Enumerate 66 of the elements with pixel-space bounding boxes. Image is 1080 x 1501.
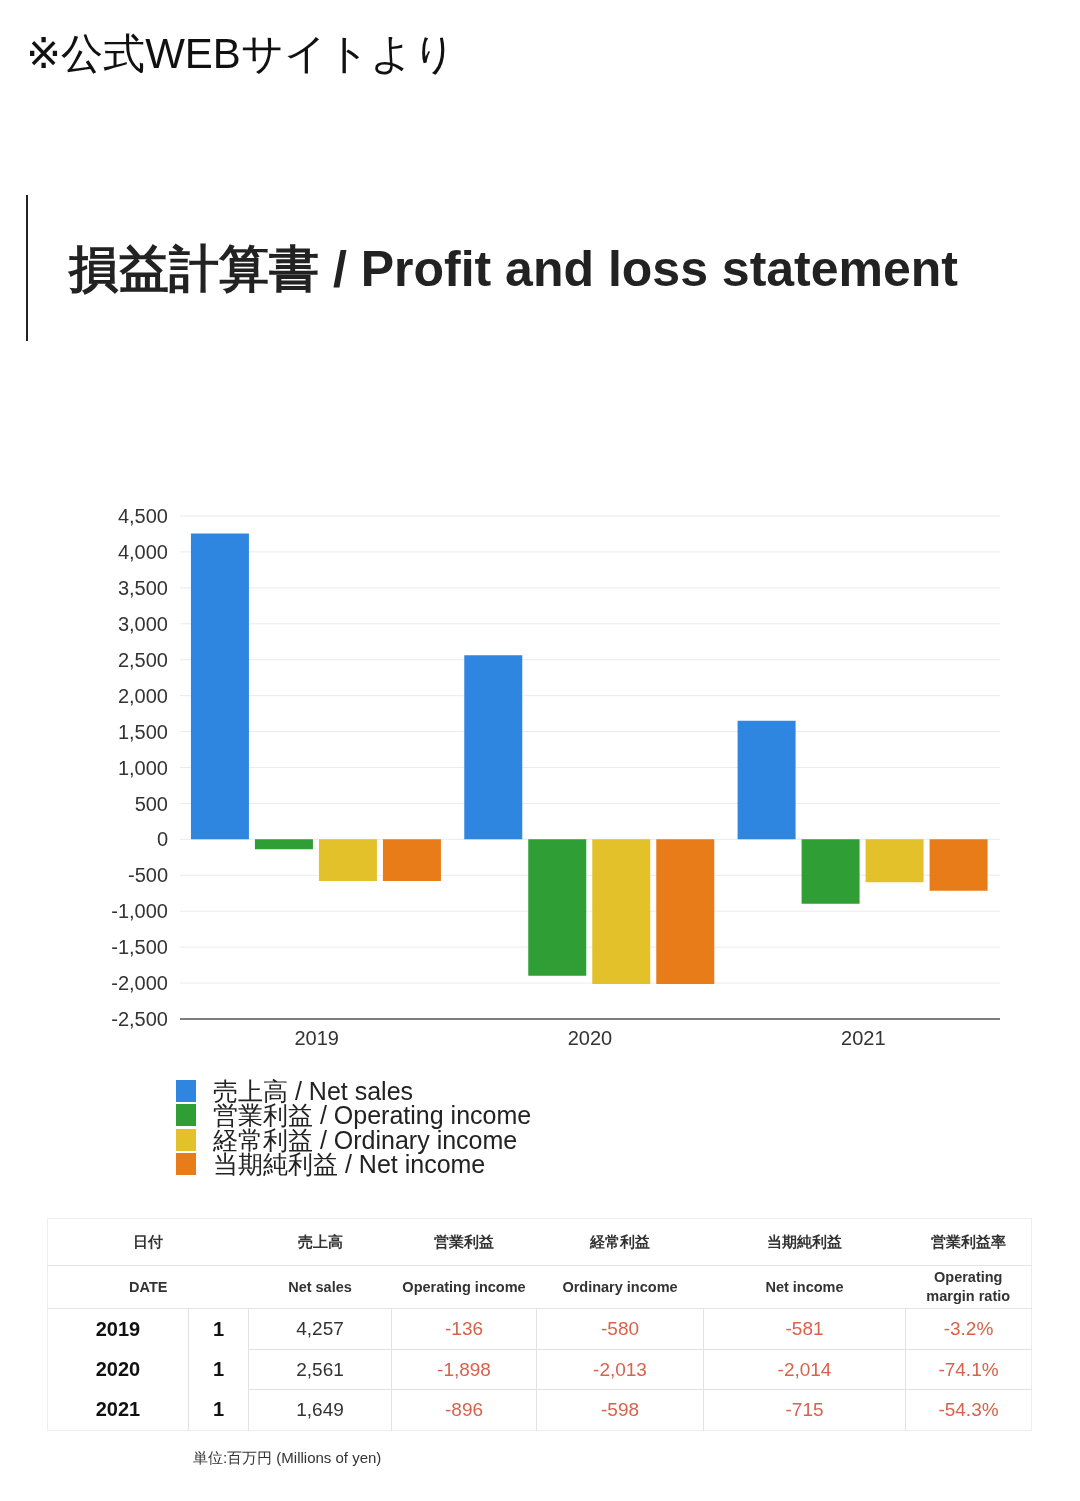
bar	[254, 839, 313, 850]
text: -3.2%	[943, 1317, 994, 1339]
text: -1,898	[437, 1358, 491, 1380]
text: -54.3%	[938, 1399, 999, 1421]
text: 4,257	[296, 1317, 344, 1339]
bar	[464, 655, 523, 840]
y-tick-label: 2,500	[117, 648, 168, 671]
category-label: 2021	[95, 1398, 141, 1421]
x-tick-label: 2021	[841, 1027, 886, 1050]
category-label: 売上高	[248, 1218, 392, 1266]
text: 日付	[47, 1218, 249, 1266]
text: ※公式WEBサイトより	[26, 30, 456, 78]
x-tick-label: 2020	[567, 1027, 613, 1050]
y-tick-label: 3,000	[117, 612, 168, 635]
bar	[737, 720, 796, 840]
y-tick-label: 500	[134, 792, 168, 815]
y-tick-label: -500	[127, 864, 168, 887]
chart-title: 損益計算書 / Profit and loss statement	[69, 240, 959, 298]
text: Operating margin ratio	[905, 1265, 1032, 1309]
text: -580	[600, 1317, 640, 1339]
category-label: 営業利益	[391, 1218, 537, 1266]
bar	[318, 839, 377, 882]
text: -598	[600, 1399, 640, 1421]
text: 1,649	[296, 1399, 344, 1421]
bar	[382, 839, 441, 882]
y-tick-label: 1,000	[117, 756, 168, 779]
text: -2,013	[593, 1358, 647, 1380]
y-tick-label: 2,000	[117, 684, 168, 707]
text: -581	[785, 1317, 824, 1339]
text: 2,561	[296, 1358, 344, 1380]
bar	[865, 839, 924, 883]
bar	[528, 839, 587, 976]
category-label: 経常利益	[536, 1218, 704, 1266]
y-tick-label: 0	[156, 828, 168, 851]
text: Net sales	[248, 1265, 392, 1309]
x-tick-label: 2019	[294, 1027, 339, 1050]
y-tick-label: -2,000	[111, 972, 168, 995]
y-tick-label: -1,000	[111, 900, 168, 923]
text: Net income	[703, 1265, 906, 1309]
category-label: 当期純利益	[703, 1218, 906, 1266]
text: 1	[212, 1317, 225, 1340]
category-label: 営業利益率	[905, 1218, 1032, 1266]
text: Operating income	[391, 1265, 537, 1309]
text: -136	[444, 1317, 484, 1339]
bar	[801, 839, 860, 904]
y-tick-label: 4,000	[117, 541, 168, 564]
bar	[592, 839, 651, 985]
y-tick-label: -2,500	[111, 1008, 168, 1031]
text: -896	[444, 1399, 484, 1421]
text: 1	[212, 1358, 225, 1381]
text: 1	[212, 1398, 225, 1421]
text: -715	[785, 1399, 824, 1421]
bar	[190, 533, 249, 840]
text: 単位:百万円 (Millions of yen)	[193, 1449, 382, 1468]
y-tick-label: 4,500	[117, 505, 168, 528]
y-tick-label: 1,500	[117, 720, 168, 743]
y-tick-label: 3,500	[117, 576, 168, 599]
text: DATE	[47, 1265, 249, 1309]
y-tick-label: -1,500	[111, 936, 168, 959]
category-label: 2019	[95, 1317, 141, 1340]
bar	[929, 839, 988, 891]
bar	[656, 839, 715, 985]
text: Ordinary income	[536, 1265, 704, 1309]
text: -2,014	[777, 1358, 832, 1380]
category-label: 2020	[95, 1358, 141, 1381]
text: -74.1%	[938, 1358, 999, 1380]
